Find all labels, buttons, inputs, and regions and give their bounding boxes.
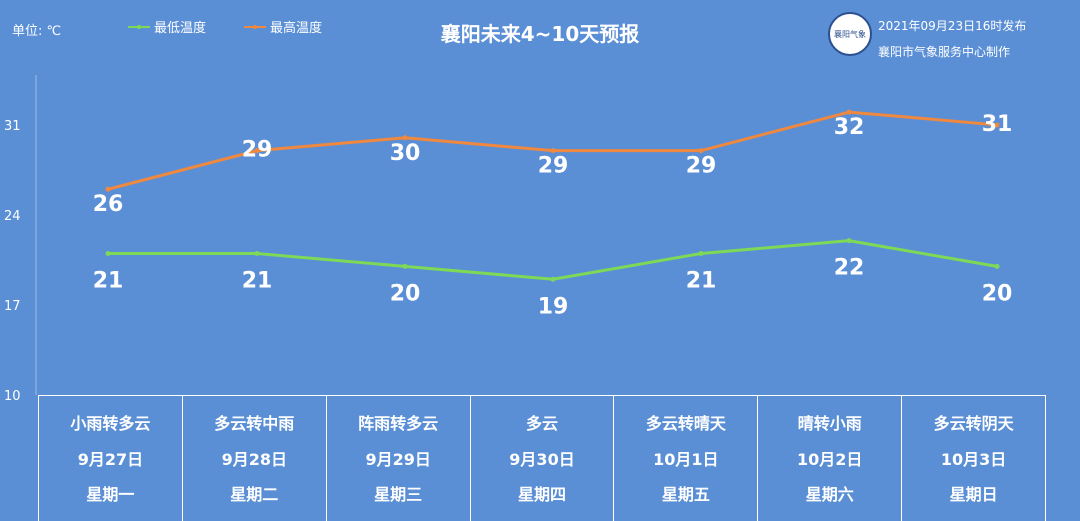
forecast-day-column: 多云转晴天 10月1日星期五	[614, 396, 759, 521]
data-label: 21	[93, 269, 124, 294]
data-point	[994, 263, 1000, 269]
xiangyang-weather-logo-icon: 襄阳气象	[828, 12, 872, 56]
date-text: 9月28日	[221, 450, 287, 469]
publish-info: 2021年09月23日16时发布	[878, 19, 1027, 33]
weekday-text: 星期五	[661, 485, 710, 504]
data-label: 20	[390, 281, 421, 306]
y-tick-label: 31	[4, 119, 21, 134]
unit-label: 单位: ℃	[12, 24, 62, 39]
weather-text: 多云转中雨	[214, 414, 295, 433]
weather-text: 晴转小雨	[797, 414, 862, 433]
legend-swatch-low	[128, 24, 150, 29]
forecast-day-column: 多云 9月30日星期四	[471, 396, 615, 521]
forecast-day-column: 多云转中雨 9月28日星期二	[183, 396, 327, 521]
data-label: 22	[834, 256, 865, 281]
maker-info: 襄阳市气象服务中心制作	[878, 45, 1011, 59]
data-point	[698, 148, 704, 154]
data-point	[105, 251, 111, 257]
date-text: 9月29日	[365, 450, 431, 469]
weekday-text: 星期二	[230, 485, 279, 504]
data-label: 31	[982, 112, 1013, 137]
forecast-table: 小雨转多云 9月27日星期一 多云转中雨 9月28日星期二 阵雨转多云 9月29日星期三 多…	[38, 395, 1047, 521]
legend-item-low: 最低温度	[128, 17, 206, 36]
weekday-text: 星期日	[949, 485, 998, 504]
weather-text: 阵雨转多云	[358, 414, 439, 433]
data-label: 21	[686, 269, 717, 294]
date-text: 10月3日	[940, 450, 1007, 469]
data-label: 29	[242, 138, 273, 163]
weekday-text: 星期四	[518, 485, 567, 504]
data-point	[550, 276, 556, 282]
forecast-day-column: 晴转小雨 10月2日星期六	[758, 396, 903, 521]
data-point	[550, 148, 556, 154]
data-point	[105, 186, 111, 192]
data-label: 21	[242, 269, 273, 294]
weather-text: 小雨转多云	[70, 414, 151, 433]
forecast-day-column: 小雨转多云 9月27日星期一	[39, 396, 183, 521]
data-label: 26	[93, 192, 124, 217]
chart-title: 襄阳未来4~10天预报	[440, 22, 640, 46]
date-text: 10月1日	[653, 450, 719, 469]
logo-text: 襄阳气象	[834, 30, 866, 39]
legend-item-high: 最高温度	[244, 17, 322, 36]
forecast-day-column: 多云转阴天 10月3日星期日	[902, 396, 1047, 521]
weather-text: 多云转晴天	[645, 414, 726, 433]
legend-swatch-high	[244, 24, 266, 29]
y-tick-label: 17	[4, 299, 21, 314]
weekday-text: 星期六	[805, 485, 854, 504]
forecast-day-column: 阵雨转多云 9月29日星期三	[327, 396, 471, 521]
data-label: 30	[390, 141, 421, 166]
weekday-text: 星期三	[374, 485, 423, 504]
data-label: 19	[538, 294, 569, 319]
y-tick-label: 10	[4, 389, 21, 404]
date-text: 9月27日	[77, 450, 144, 469]
y-tick-label: 24	[4, 209, 21, 224]
data-label: 20	[982, 281, 1013, 306]
legend-label-low: 最低温度	[154, 21, 207, 36]
data-label: 29	[686, 154, 717, 179]
weather-text: 多云	[526, 414, 559, 433]
date-text: 9月30日	[509, 450, 575, 469]
weather-text: 多云转阴天	[933, 414, 1014, 433]
data-label: 32	[834, 115, 865, 140]
data-label: 29	[538, 154, 569, 179]
data-point	[254, 251, 260, 257]
data-point	[698, 251, 704, 257]
data-point	[846, 238, 852, 244]
data-point	[994, 122, 1000, 128]
legend-label-high: 最高温度	[270, 21, 323, 36]
data-point	[254, 148, 260, 154]
weekday-text: 星期一	[86, 485, 135, 504]
data-point	[846, 109, 852, 115]
date-text: 10月2日	[797, 450, 863, 469]
data-point	[402, 263, 408, 269]
data-point	[402, 135, 408, 141]
